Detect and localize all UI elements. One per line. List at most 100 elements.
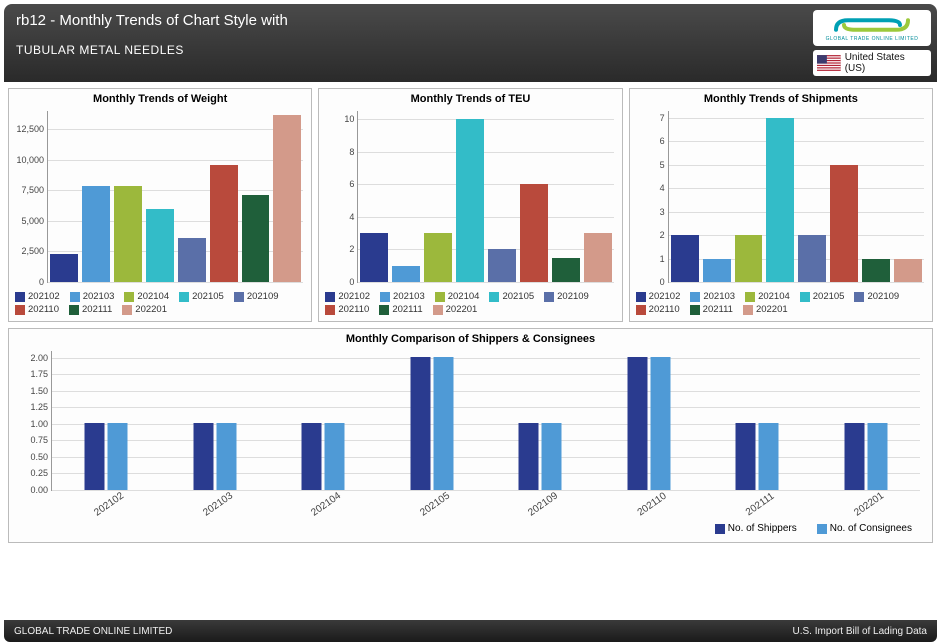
bar: [862, 259, 890, 282]
legend-label: 202201: [135, 304, 167, 315]
legend-label: 202111: [392, 304, 422, 315]
y-axis-tick: 1: [660, 254, 669, 264]
legend-label: No. of Shippers: [728, 523, 797, 534]
legend-item[interactable]: 202109: [544, 291, 589, 302]
legend-item[interactable]: 202109: [854, 291, 899, 302]
report-title: rb12 - Monthly Trends of Chart Style wit…: [16, 12, 925, 29]
brand-logo-text: GLOBAL TRADE ONLINE LIMITED: [826, 36, 919, 42]
legend-label: 202201: [756, 304, 788, 315]
y-axis-tick: 2: [660, 230, 669, 240]
legend-swatch: [435, 292, 445, 302]
bar: [273, 115, 301, 282]
bar: [210, 165, 238, 282]
bar: [82, 186, 110, 282]
bar-group: [85, 423, 128, 490]
legend-label: 202111: [703, 304, 733, 315]
legend-swatch: [800, 292, 810, 302]
legend-item[interactable]: 202102: [15, 291, 60, 302]
legend-label: 202102: [338, 291, 370, 302]
y-axis-tick: 8: [349, 147, 358, 157]
y-axis-tick: 0.50: [30, 452, 52, 462]
legend-label: 202103: [393, 291, 425, 302]
bar: [830, 165, 858, 282]
legend-item[interactable]: 202110: [15, 304, 59, 315]
legend-item[interactable]: 202110: [636, 304, 680, 315]
legend-label: 202109: [867, 291, 899, 302]
legend-item[interactable]: No. of Shippers: [715, 523, 797, 534]
legend-item[interactable]: 202104: [124, 291, 169, 302]
legend-swatch: [690, 292, 700, 302]
legend-item[interactable]: 202105: [489, 291, 534, 302]
legend-item[interactable]: 202111: [69, 304, 112, 315]
chart-legend: 202102 202103 202104 202105 202109 202110 2021…: [630, 287, 932, 321]
legend-label: 202102: [28, 291, 60, 302]
legend-swatch: [122, 305, 132, 315]
chart-plot: 02,5005,0007,50010,00012,500: [47, 111, 303, 283]
y-axis-tick: 3: [660, 207, 669, 217]
bar: [50, 254, 78, 282]
bar-group: [302, 423, 345, 490]
legend-label: 202104: [137, 291, 169, 302]
chart-comparison: Monthly Comparison of Shippers & Consign…: [8, 328, 933, 543]
bar: [178, 238, 206, 282]
legend-item[interactable]: 202102: [325, 291, 370, 302]
legend-item[interactable]: 202105: [179, 291, 224, 302]
legend-swatch: [379, 305, 389, 315]
country-selector[interactable]: United States (US): [813, 50, 931, 76]
bar: [867, 423, 887, 490]
y-axis-tick: 2: [349, 244, 358, 254]
chart-plot: 0.000.250.500.751.001.251.501.752.002021…: [51, 351, 920, 491]
footer-right: U.S. Import Bill of Lading Data: [792, 626, 927, 637]
bar: [325, 423, 345, 490]
bar: [844, 423, 864, 490]
bar: [108, 423, 128, 490]
legend-swatch: [854, 292, 864, 302]
bar: [410, 357, 430, 490]
bar: [584, 233, 612, 282]
y-axis-tick: 12,500: [16, 124, 48, 134]
bar-group: [519, 423, 562, 490]
chart-title: Monthly Trends of Shipments: [630, 89, 932, 107]
y-axis-tick: 4: [660, 183, 669, 193]
top-charts-row: Monthly Trends of Weight 02,5005,0007,50…: [0, 82, 941, 322]
bar: [542, 423, 562, 490]
legend-item[interactable]: No. of Consignees: [817, 523, 912, 534]
legend-item[interactable]: 202105: [800, 291, 845, 302]
legend-swatch: [70, 292, 80, 302]
y-axis-tick: 7: [660, 113, 669, 123]
legend-item[interactable]: 202201: [433, 304, 478, 315]
legend-label: 202110: [649, 304, 680, 315]
legend-item[interactable]: 202111: [379, 304, 422, 315]
bar-group: [410, 357, 453, 490]
legend-swatch: [124, 292, 134, 302]
bar: [552, 258, 580, 282]
chart-weight: Monthly Trends of Weight 02,5005,0007,50…: [8, 88, 312, 322]
legend-item[interactable]: 202201: [743, 304, 788, 315]
legend-item[interactable]: 202104: [435, 291, 480, 302]
legend-item[interactable]: 202103: [70, 291, 115, 302]
bar: [671, 235, 699, 282]
footer-left: GLOBAL TRADE ONLINE LIMITED: [14, 626, 172, 637]
legend-swatch: [636, 305, 646, 315]
legend-label: 202102: [649, 291, 681, 302]
legend-label: 202105: [192, 291, 224, 302]
us-flag-icon: [817, 55, 841, 71]
legend-item[interactable]: 202201: [122, 304, 167, 315]
bar: [146, 209, 174, 282]
legend-swatch: [433, 305, 443, 315]
y-axis-tick: 5: [660, 160, 669, 170]
legend-item[interactable]: 202103: [690, 291, 735, 302]
legend-item[interactable]: 202111: [690, 304, 733, 315]
y-axis-tick: 0: [39, 277, 48, 287]
legend-item[interactable]: 202102: [636, 291, 681, 302]
legend-item[interactable]: 202110: [325, 304, 369, 315]
legend-item[interactable]: 202103: [380, 291, 425, 302]
chart-plot: 0246810: [357, 111, 613, 283]
y-axis-tick: 10: [344, 114, 358, 124]
chart-plot: 01234567: [668, 111, 924, 283]
chart-title: Monthly Comparison of Shippers & Consign…: [9, 329, 932, 347]
bar-group: [844, 423, 887, 490]
legend-item[interactable]: 202109: [234, 291, 279, 302]
legend-item[interactable]: 202104: [745, 291, 790, 302]
y-axis-tick: 7,500: [21, 185, 48, 195]
